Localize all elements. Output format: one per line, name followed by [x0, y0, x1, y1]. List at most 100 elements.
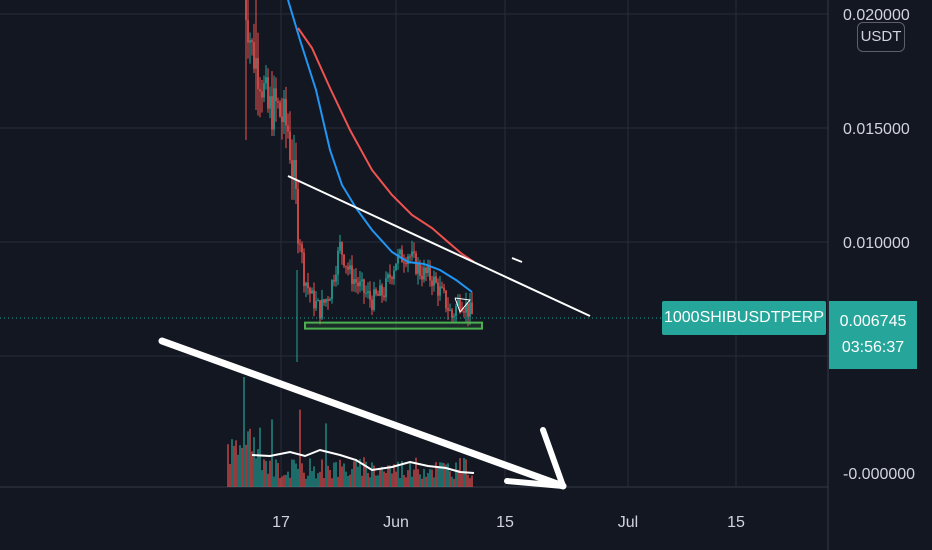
candle-body — [371, 299, 373, 310]
candle-body — [263, 83, 265, 98]
volume-bar — [231, 439, 233, 487]
candle-body — [249, 40, 251, 43]
x-tick-label: Jul — [618, 514, 638, 531]
volume-bar — [455, 462, 457, 487]
volume-bar — [421, 478, 423, 487]
candle-body — [407, 256, 409, 265]
candle-body — [451, 309, 453, 318]
candle-body — [449, 309, 451, 311]
volume-bar — [349, 474, 351, 487]
volume-bar — [417, 469, 419, 487]
volume-bar — [447, 463, 449, 487]
grid-lines — [0, 0, 829, 550]
candle-body — [389, 274, 391, 278]
candle-body — [445, 290, 447, 309]
candle-body — [259, 89, 261, 92]
volume-bar — [383, 471, 385, 487]
volume-bar — [363, 457, 365, 487]
candle-body — [317, 300, 319, 302]
candle-body — [303, 252, 305, 286]
volume-bar — [425, 476, 427, 487]
volume-bar — [405, 477, 407, 487]
y-axis: 0.020000 0.015000 0.010000 -0.000000 — [843, 7, 915, 483]
volume-bar — [461, 473, 463, 487]
volume-bar — [369, 477, 371, 487]
candle-body — [331, 280, 333, 300]
candle-body — [287, 125, 289, 132]
volume-bar — [353, 461, 355, 487]
candle-body — [327, 299, 329, 301]
volume-bar — [411, 476, 413, 487]
volume-bar — [427, 473, 429, 487]
volume-bar — [239, 445, 241, 487]
big-arrow-head — [504, 427, 566, 489]
candle-body — [387, 274, 389, 279]
candle-body — [351, 265, 353, 285]
candle-body — [265, 77, 267, 84]
y-tick-label: 0.010000 — [843, 235, 910, 252]
moving-averages — [287, 0, 475, 293]
volume-bar — [313, 466, 315, 487]
candle-body — [431, 280, 433, 286]
trendline-tick-mark — [511, 257, 523, 263]
volume-bar — [341, 466, 343, 487]
volume-bar — [415, 457, 417, 487]
volume-bar — [257, 449, 259, 487]
volume-bars — [227, 377, 475, 487]
candle-body — [309, 288, 311, 294]
candle-body — [421, 275, 423, 280]
support-zone — [304, 321, 483, 330]
volume-bar — [389, 465, 391, 487]
volume-bar — [327, 465, 329, 487]
candle-body — [321, 299, 323, 319]
volume-bar — [401, 460, 403, 487]
volume-bar — [251, 451, 253, 487]
descending-trendline — [287, 175, 591, 317]
candle-body — [419, 263, 421, 276]
currency-unit-badge[interactable]: USDT — [857, 22, 905, 52]
volume-bar — [439, 462, 441, 487]
volume-bar — [331, 478, 333, 487]
candle-body — [275, 88, 277, 102]
candle-body — [417, 263, 419, 274]
candle-body — [463, 311, 465, 313]
volume-bar — [435, 462, 437, 487]
x-axis: 17 Jun 15 Jul 15 — [272, 514, 745, 531]
candle-body — [345, 265, 347, 267]
volume-bar — [305, 478, 307, 487]
volume-bar — [403, 474, 405, 487]
volume-bar — [319, 471, 321, 487]
candle-body — [391, 277, 393, 280]
volume-bar — [283, 475, 285, 487]
candle-body — [347, 266, 349, 270]
volume-bar — [391, 473, 393, 487]
candle-body — [399, 249, 401, 255]
candle-body — [423, 267, 425, 280]
volume-bar — [307, 475, 309, 487]
candle-body — [311, 290, 313, 294]
candle-body — [409, 256, 411, 258]
volume-bar — [259, 427, 261, 487]
candle-body — [379, 285, 381, 296]
candle-body — [361, 279, 363, 282]
volume-bar — [367, 472, 369, 487]
candle-body — [335, 274, 337, 282]
candle-body — [365, 292, 367, 294]
candle-body — [441, 286, 443, 288]
candle-body — [435, 276, 437, 283]
candle-body — [295, 159, 297, 190]
candle-body — [313, 290, 315, 309]
candle-body — [367, 291, 369, 293]
volume-bar — [263, 459, 265, 487]
volume-bar — [285, 474, 287, 487]
candle-body — [353, 279, 355, 285]
volume-bar — [267, 473, 269, 487]
volume-bar — [429, 469, 431, 487]
bar-countdown: 03:56:37 — [841, 339, 905, 356]
volume-bar — [453, 478, 455, 487]
volume-bar — [297, 468, 299, 487]
volume-bar — [385, 473, 387, 487]
candle-body — [453, 315, 455, 318]
volume-bar — [457, 469, 459, 487]
